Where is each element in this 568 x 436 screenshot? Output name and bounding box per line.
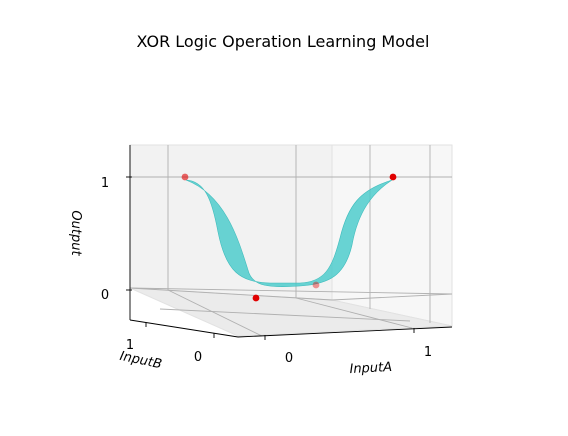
x-axis-label: InputA	[349, 360, 392, 377]
z-tick-1-label: 1	[101, 176, 109, 191]
x-axis-line	[237, 326, 453, 338]
grid-lines	[129, 145, 453, 337]
grid-line-2	[129, 287, 333, 301]
grid-line-8	[129, 287, 453, 295]
x-tick-0-label: 0	[285, 351, 293, 366]
x-tick-1-label: 1	[424, 345, 432, 360]
back-pane	[129, 144, 333, 301]
data-point-a0-b1	[181, 173, 189, 181]
y-tick-0-label: 0	[194, 350, 202, 365]
grid-line-3	[331, 293, 453, 301]
data-point-a1-b1	[252, 294, 260, 302]
grid-line-10	[167, 289, 263, 337]
z-tick-0-label: 0	[101, 288, 109, 303]
y-axis-line	[129, 319, 239, 338]
data-point-a0-b0	[312, 281, 320, 289]
data-point-a1-b0	[389, 173, 397, 181]
grid-line-11	[295, 297, 413, 329]
z-axis-label: Output	[68, 210, 83, 256]
chart-title: XOR Logic Operation Learning Model	[137, 32, 430, 51]
grid-line-9	[159, 308, 411, 322]
y-tick-1-label: 1	[126, 338, 134, 353]
y-axis-label: InputB	[118, 349, 163, 373]
